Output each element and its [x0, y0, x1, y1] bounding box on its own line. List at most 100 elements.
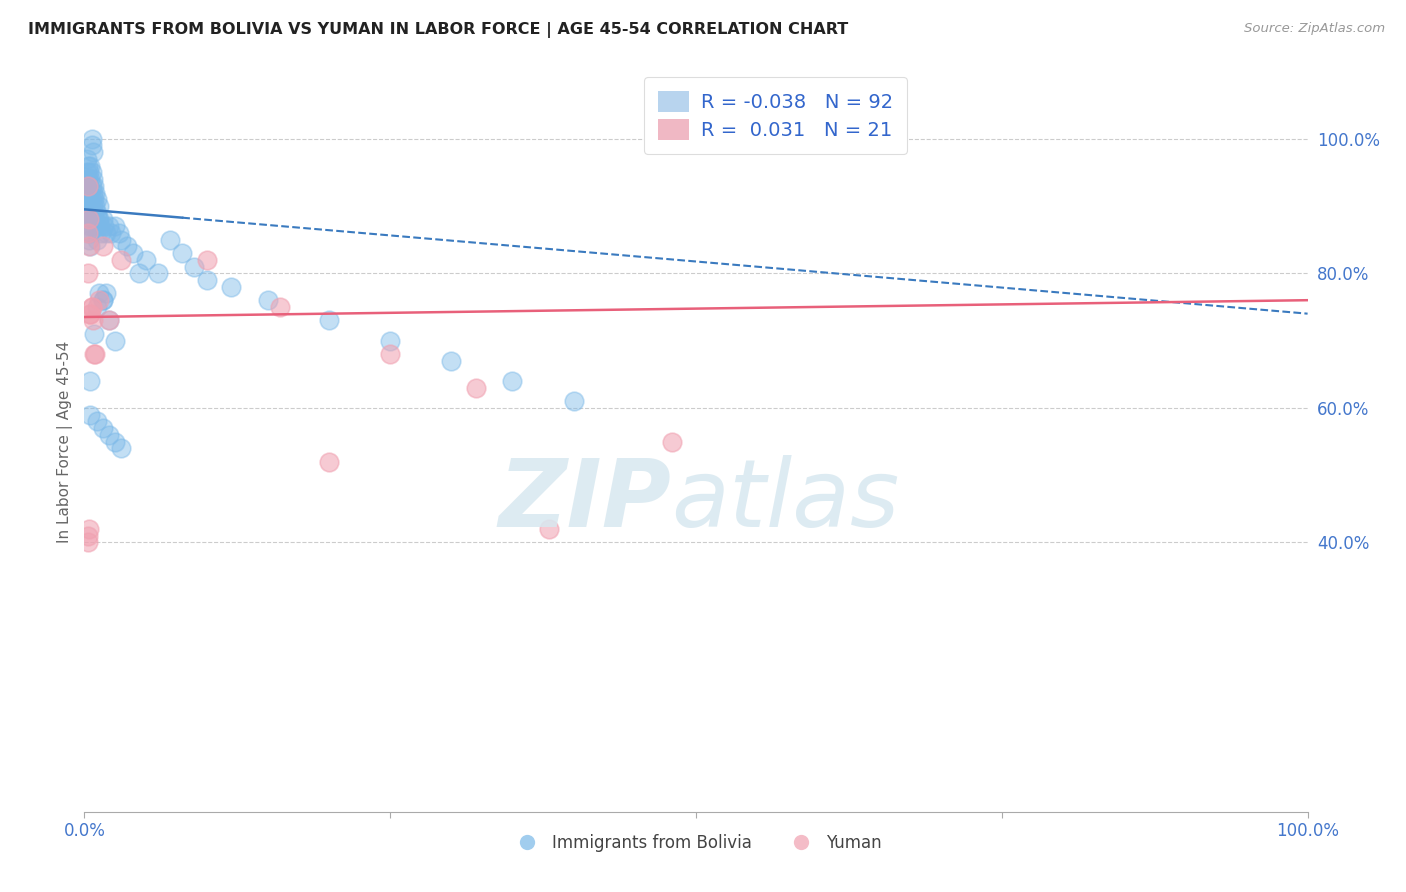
- Point: [77, 219, 100, 234]
- Point: [104, 434, 127, 449]
- Point: [76, 165, 98, 179]
- Point: [82, 212, 104, 227]
- Point: [318, 313, 340, 327]
- Point: [80, 300, 103, 314]
- Point: [195, 252, 218, 267]
- Point: [195, 273, 218, 287]
- Text: IMMIGRANTS FROM BOLIVIA VS YUMAN IN LABOR FORCE | AGE 45-54 CORRELATION CHART: IMMIGRANTS FROM BOLIVIA VS YUMAN IN LABO…: [28, 22, 848, 38]
- Point: [77, 199, 100, 213]
- Point: [83, 205, 105, 219]
- Point: [77, 212, 100, 227]
- Text: Source: ZipAtlas.com: Source: ZipAtlas.com: [1244, 22, 1385, 36]
- Point: [269, 300, 291, 314]
- Point: [76, 205, 98, 219]
- Text: atlas: atlas: [672, 455, 900, 546]
- Point: [79, 199, 101, 213]
- Point: [104, 334, 127, 348]
- Point: [91, 421, 114, 435]
- Point: [82, 172, 104, 186]
- Point: [77, 233, 100, 247]
- Point: [79, 408, 101, 422]
- Point: [159, 233, 181, 247]
- Point: [100, 226, 122, 240]
- Point: [77, 226, 100, 240]
- Point: [502, 374, 524, 388]
- Point: [82, 145, 104, 160]
- Point: [80, 192, 103, 206]
- Point: [77, 192, 100, 206]
- Point: [219, 279, 242, 293]
- Point: [79, 159, 101, 173]
- Point: [86, 414, 108, 428]
- Point: [77, 212, 100, 227]
- Point: [86, 205, 108, 219]
- Point: [562, 394, 585, 409]
- Point: [110, 442, 132, 456]
- Point: [128, 266, 150, 280]
- Point: [77, 529, 100, 543]
- Point: [97, 427, 120, 442]
- Point: [87, 293, 110, 308]
- Point: [77, 239, 100, 253]
- Point: [107, 226, 129, 240]
- Point: [80, 219, 103, 234]
- Point: [86, 192, 108, 206]
- Point: [661, 434, 683, 449]
- Point: [380, 334, 402, 348]
- Point: [77, 266, 100, 280]
- Point: [76, 178, 98, 193]
- Y-axis label: In Labor Force | Age 45-54: In Labor Force | Age 45-54: [58, 341, 73, 542]
- Point: [257, 293, 280, 308]
- Point: [77, 165, 100, 179]
- Point: [183, 260, 205, 274]
- Point: [76, 192, 98, 206]
- Point: [82, 313, 104, 327]
- Text: ZIP: ZIP: [499, 455, 672, 547]
- Point: [110, 252, 132, 267]
- Point: [96, 286, 118, 301]
- Point: [83, 326, 105, 341]
- Point: [79, 172, 101, 186]
- Point: [91, 239, 114, 253]
- Point: [82, 199, 104, 213]
- Point: [83, 178, 105, 193]
- Point: [77, 205, 100, 219]
- Point: [87, 199, 110, 213]
- Point: [146, 266, 169, 280]
- Point: [89, 219, 111, 234]
- Point: [79, 186, 101, 200]
- Point: [77, 186, 100, 200]
- Point: [464, 381, 486, 395]
- Point: [80, 300, 103, 314]
- Point: [77, 172, 100, 186]
- Point: [91, 293, 114, 308]
- Point: [122, 246, 145, 260]
- Point: [79, 212, 101, 227]
- Point: [83, 219, 105, 234]
- Point: [172, 246, 194, 260]
- Point: [79, 307, 101, 321]
- Point: [538, 522, 561, 536]
- Point: [80, 165, 103, 179]
- Point: [84, 199, 107, 213]
- Point: [83, 347, 105, 361]
- Point: [77, 522, 100, 536]
- Point: [77, 535, 100, 549]
- Point: [86, 233, 108, 247]
- Point: [77, 178, 100, 193]
- Point: [97, 313, 120, 327]
- Point: [90, 226, 112, 240]
- Point: [77, 226, 100, 240]
- Point: [87, 286, 110, 301]
- Legend: Immigrants from Bolivia, Yuman: Immigrants from Bolivia, Yuman: [503, 828, 889, 859]
- Point: [84, 186, 107, 200]
- Point: [79, 226, 101, 240]
- Point: [380, 347, 402, 361]
- Point: [80, 205, 103, 219]
- Point: [84, 347, 107, 361]
- Point: [84, 212, 107, 227]
- Point: [96, 226, 118, 240]
- Point: [97, 219, 120, 234]
- Point: [79, 239, 101, 253]
- Point: [93, 219, 115, 234]
